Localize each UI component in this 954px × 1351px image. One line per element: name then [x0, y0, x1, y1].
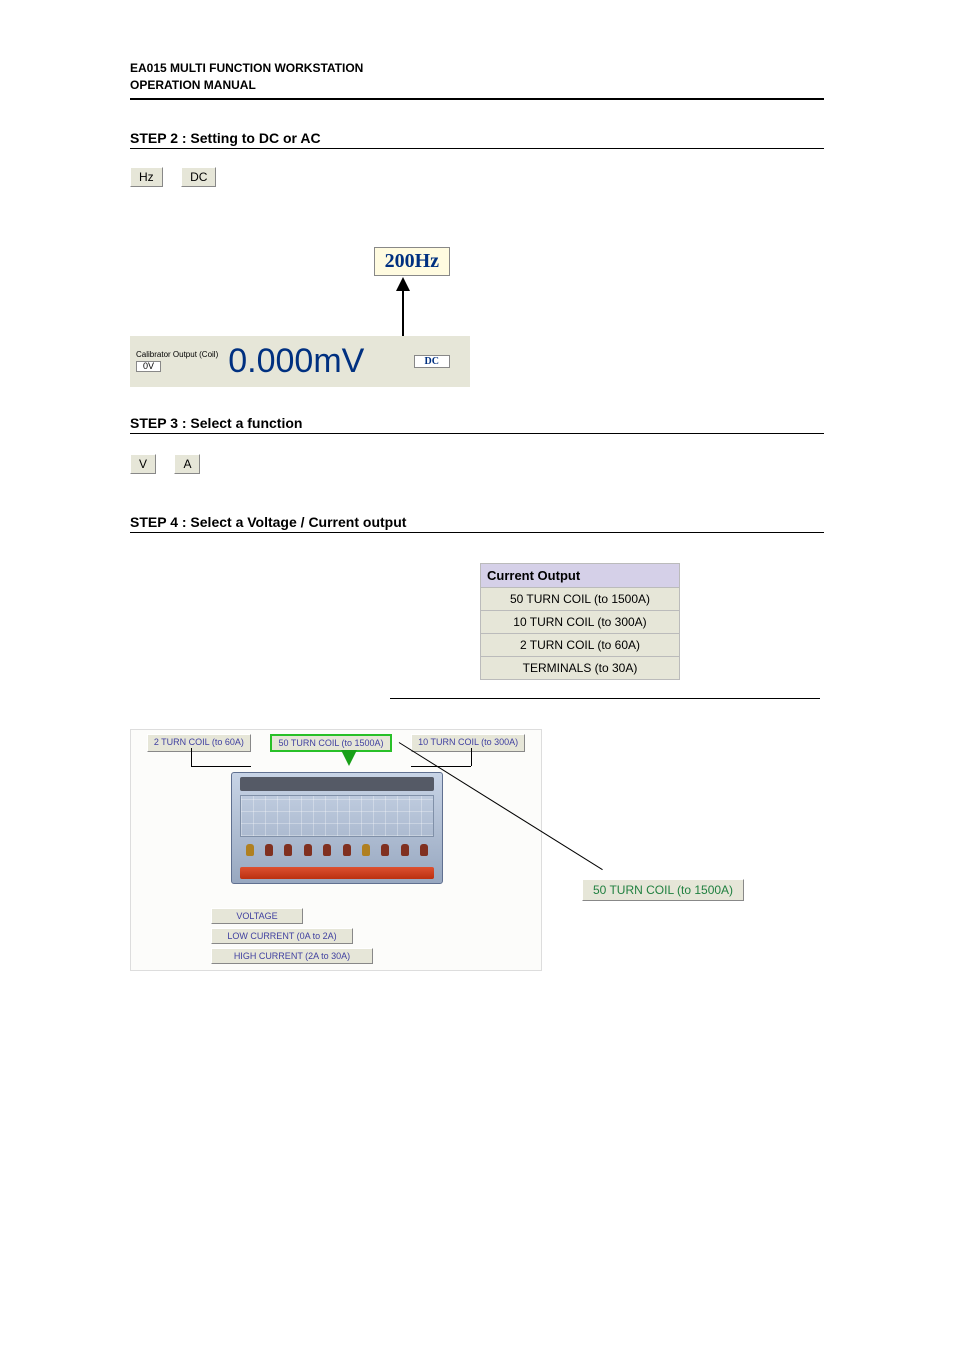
terminal-icon	[401, 844, 409, 856]
terminal-icon	[362, 844, 370, 856]
current-output-header: Current Output	[480, 563, 680, 588]
v-button[interactable]: V	[130, 454, 156, 474]
a-button[interactable]: A	[174, 454, 200, 474]
arrow-up-icon	[396, 277, 410, 291]
device-terminals	[240, 839, 434, 861]
connector-line	[471, 748, 472, 766]
step2-buttons: Hz DC	[130, 167, 824, 187]
terminal-icon	[343, 844, 351, 856]
device-grid	[240, 795, 434, 837]
coil-btn-2turn[interactable]: 2 TURN COIL (to 60A)	[147, 734, 251, 752]
right-highlight-container: 50 TURN COIL (to 1500A)	[582, 879, 744, 901]
voltage-button[interactable]: VOLTAGE	[211, 908, 303, 924]
device-diagram: 2 TURN COIL (to 60A) 50 TURN COIL (to 15…	[130, 729, 542, 971]
low-current-button[interactable]: LOW CURRENT (0A to 2A)	[211, 928, 353, 944]
frequency-display: 200Hz	[374, 247, 450, 276]
button-stack: VOLTAGE LOW CURRENT (0A to 2A) HIGH CURR…	[211, 904, 373, 964]
terminal-icon	[323, 844, 331, 856]
reading-row: Calibrator Output (Coil) 0V 0.000mV DC	[130, 336, 470, 387]
current-output-table: Current Output 50 TURN COIL (to 1500A) 1…	[480, 563, 680, 680]
current-output-row-2[interactable]: 2 TURN COIL (to 60A)	[480, 634, 680, 657]
terminal-icon	[304, 844, 312, 856]
current-output-row-3[interactable]: TERMINALS (to 30A)	[480, 657, 680, 680]
doc-header: EA015 MULTI FUNCTION WORKSTATION OPERATI…	[130, 60, 824, 100]
terminal-icon	[265, 844, 273, 856]
calibrator-inner-value: 0V	[136, 361, 161, 372]
coil-btn-50turn[interactable]: 50 TURN COIL (to 1500A)	[270, 734, 391, 752]
device-top-bar	[240, 777, 434, 791]
terminal-icon	[381, 844, 389, 856]
current-output-row-0[interactable]: 50 TURN COIL (to 1500A)	[480, 588, 680, 611]
coil-btn-10turn[interactable]: 10 TURN COIL (to 300A)	[411, 734, 525, 752]
step4-heading: STEP 4 : Select a Voltage / Current outp…	[130, 514, 824, 533]
dc-button[interactable]: DC	[181, 167, 216, 187]
current-output-row-1[interactable]: 10 TURN COIL (to 300A)	[480, 611, 680, 634]
divider	[390, 698, 820, 699]
hz-button[interactable]: Hz	[130, 167, 163, 187]
terminal-icon	[284, 844, 292, 856]
header-line-2: OPERATION MANUAL	[130, 77, 824, 94]
right-highlight-label[interactable]: 50 TURN COIL (to 1500A)	[582, 879, 744, 901]
connector-line	[191, 748, 192, 766]
page: EA015 MULTI FUNCTION WORKSTATION OPERATI…	[0, 0, 954, 1011]
terminal-icon	[246, 844, 254, 856]
bottom-section: 2 TURN COIL (to 60A) 50 TURN COIL (to 15…	[130, 729, 824, 971]
display-panel: 200Hz Calibrator Output (Coil) 0V 0.000m…	[130, 247, 470, 387]
device-bottom-bar	[240, 867, 434, 879]
step2-heading: STEP 2 : Setting to DC or AC	[130, 130, 824, 149]
step3-buttons: V A	[130, 454, 824, 474]
calibrator-label: Calibrator Output (Coil) 0V	[136, 351, 218, 372]
device-body	[231, 772, 443, 884]
high-current-button[interactable]: HIGH CURRENT (2A to 30A)	[211, 948, 373, 964]
mode-badge: DC	[414, 355, 450, 368]
terminal-icon	[420, 844, 428, 856]
reading-value: 0.000mV	[228, 342, 413, 381]
green-arrow-icon	[341, 750, 357, 766]
header-line-1: EA015 MULTI FUNCTION WORKSTATION	[130, 60, 824, 77]
calibrator-label-text: Calibrator Output (Coil)	[136, 350, 218, 359]
step3-heading: STEP 3 : Select a function	[130, 415, 824, 434]
